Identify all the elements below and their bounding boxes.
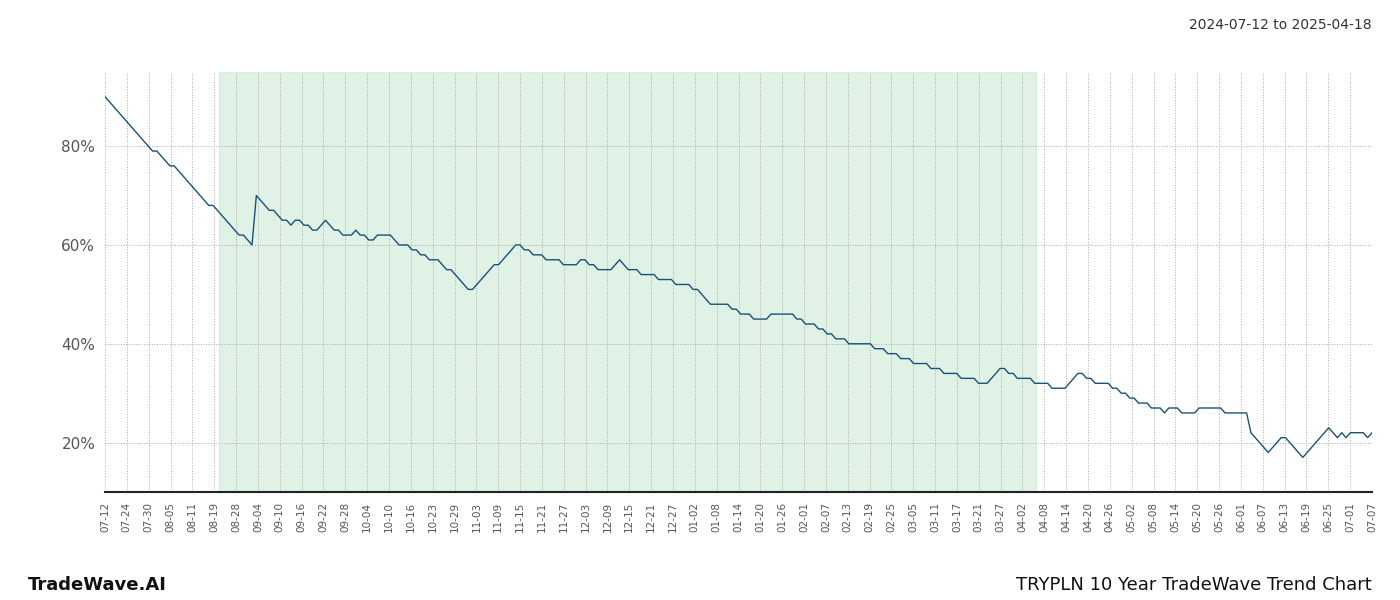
Text: TradeWave.AI: TradeWave.AI (28, 576, 167, 594)
Text: 2024-07-12 to 2025-04-18: 2024-07-12 to 2025-04-18 (1190, 18, 1372, 32)
Bar (218, 72, 1036, 492)
Text: TRYPLN 10 Year TradeWave Trend Chart: TRYPLN 10 Year TradeWave Trend Chart (1016, 576, 1372, 594)
